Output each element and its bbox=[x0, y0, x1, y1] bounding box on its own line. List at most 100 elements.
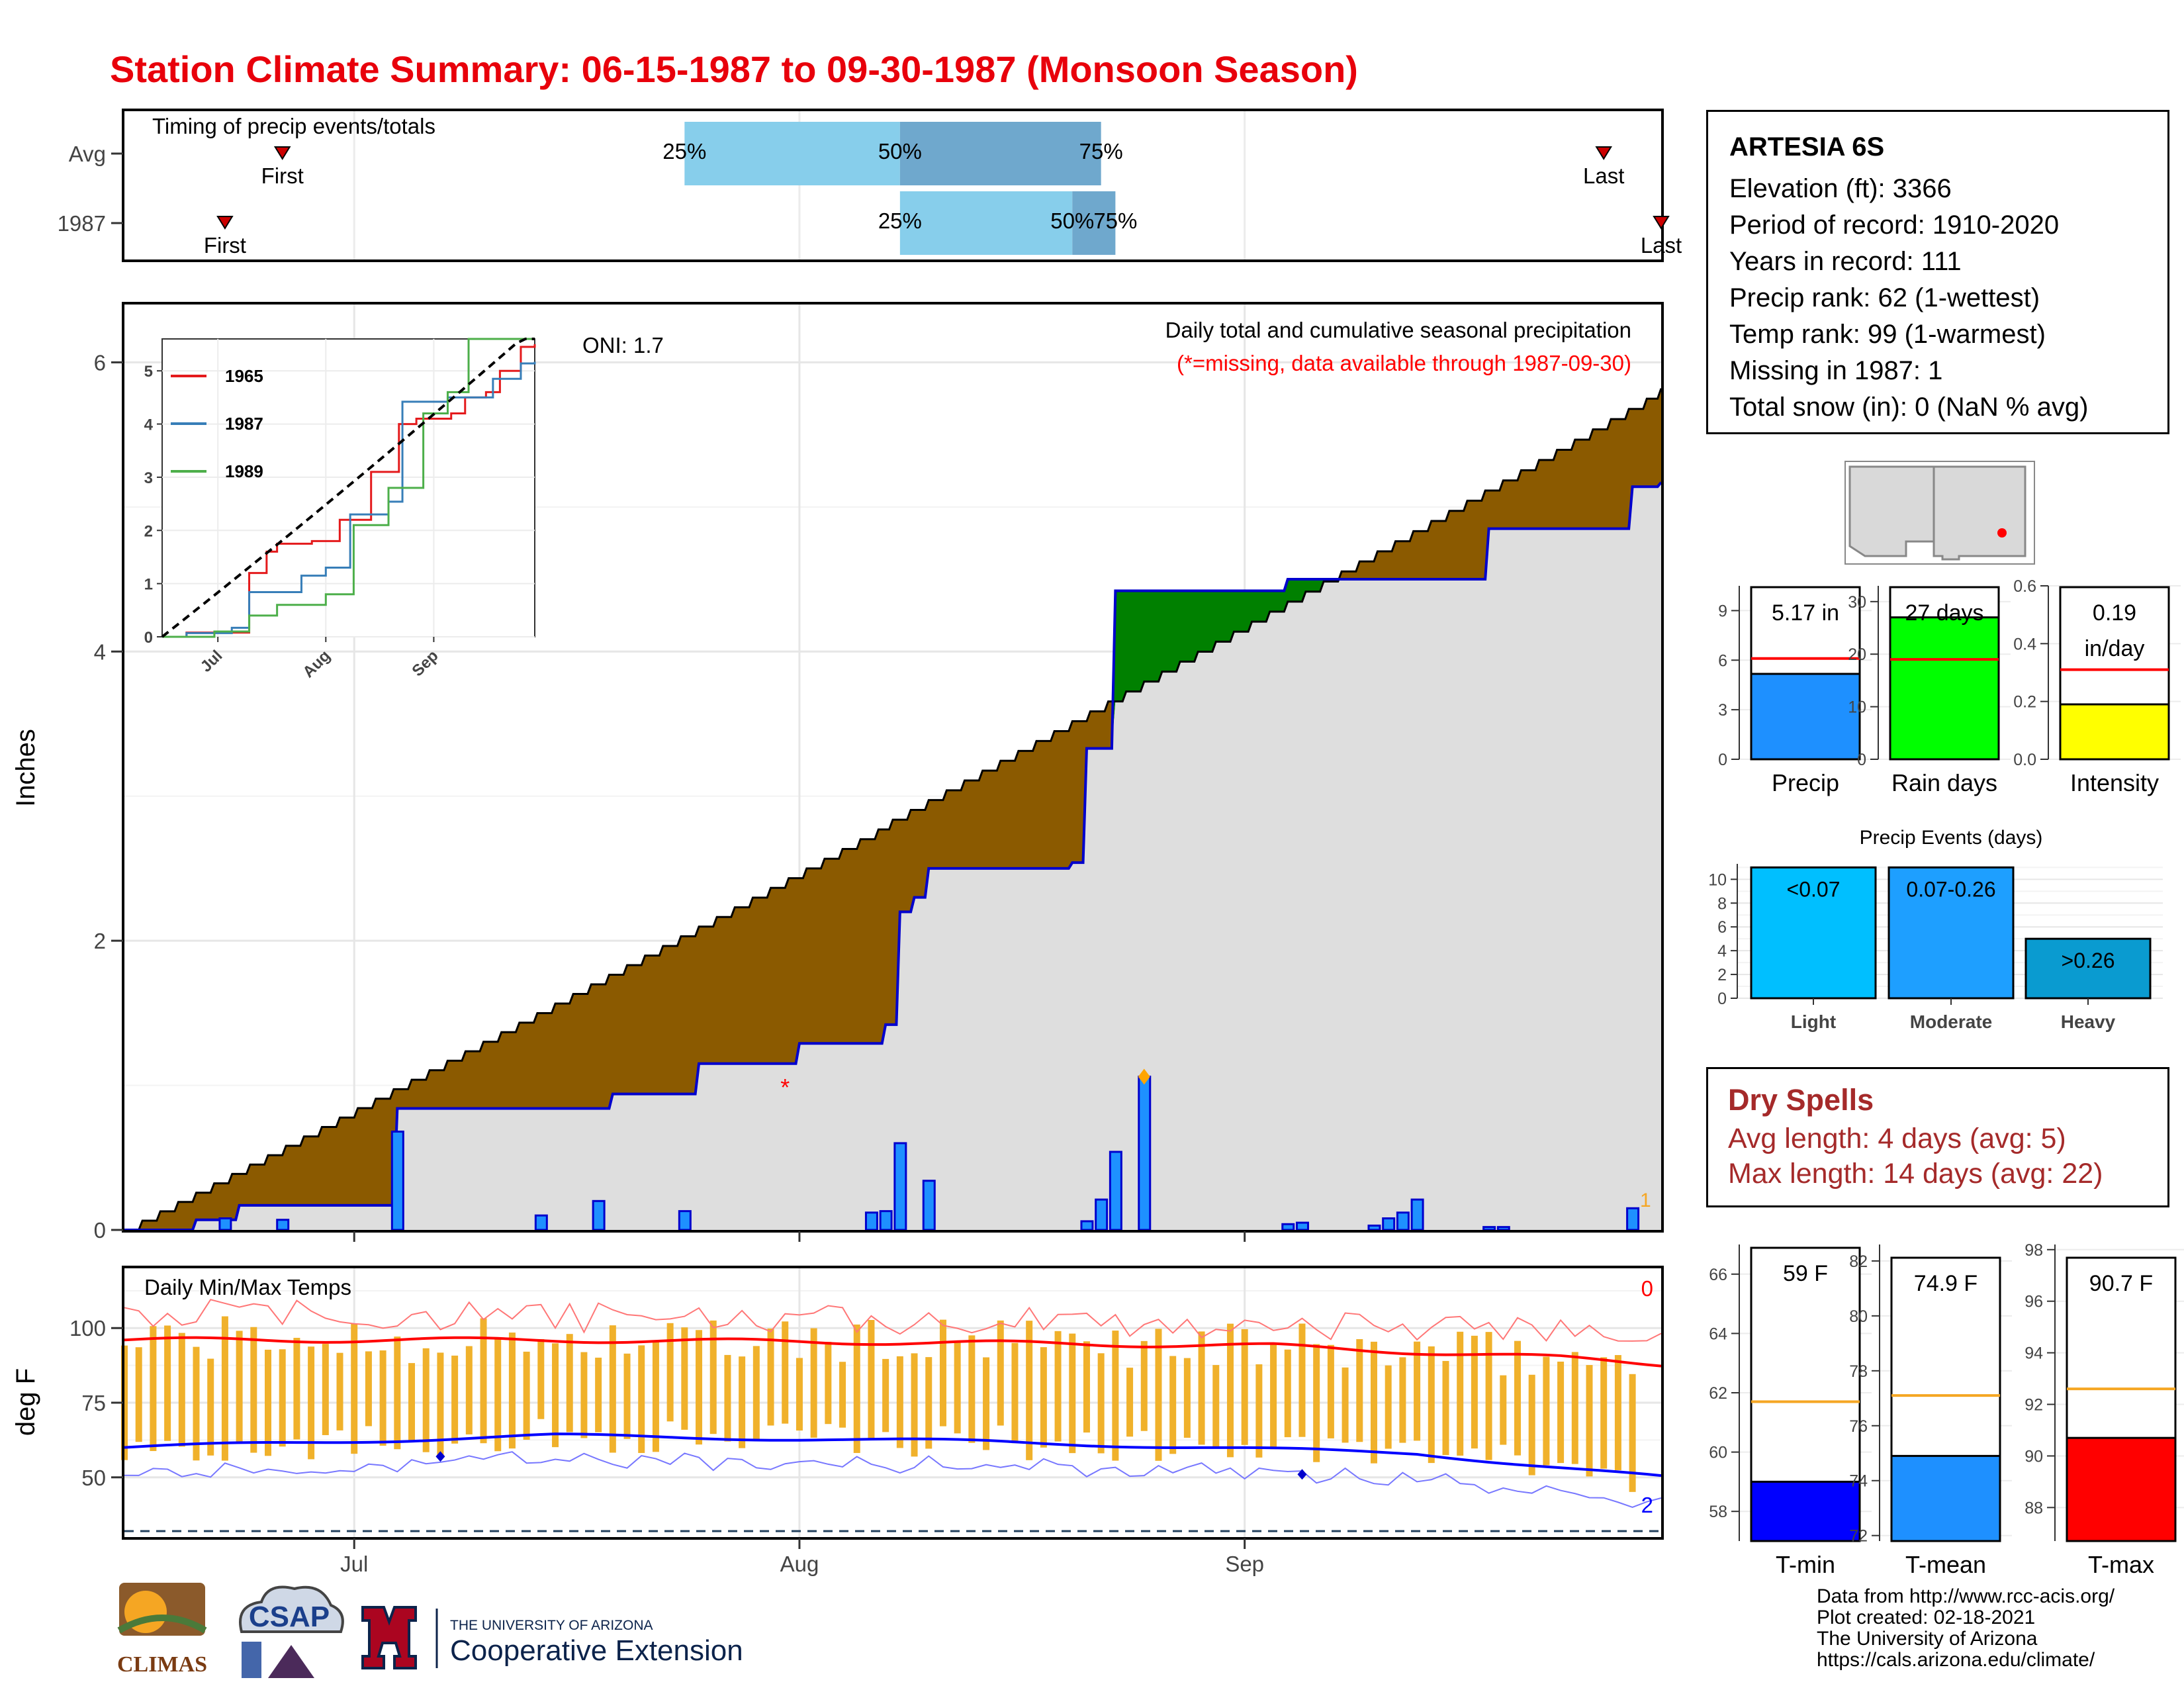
temps-daily-range-bar bbox=[465, 1346, 473, 1434]
precip-normal-line bbox=[124, 388, 1662, 1231]
precip-title: Daily total and cumulative seasonal prec… bbox=[1165, 318, 1631, 342]
precip-daily-bar bbox=[276, 1219, 290, 1231]
temps-daily-range-bar bbox=[494, 1337, 502, 1452]
temps-daily-range-bar bbox=[767, 1328, 774, 1426]
events-category-label: Light bbox=[1791, 1011, 1836, 1032]
panel-value-label: 5.17 in bbox=[1772, 600, 1839, 626]
timing-last-label: Last bbox=[1583, 164, 1624, 188]
panel-name: T-mean bbox=[1905, 1551, 1986, 1578]
summary-bars: 0 3 6 9 5.17 in Precip 0 10 20 30 27 days Rain days… bbox=[1718, 577, 2181, 796]
events-bar bbox=[1750, 866, 1877, 1000]
temps-daily-range-bar bbox=[236, 1331, 243, 1443]
temps-daily-range-bar bbox=[1557, 1361, 1565, 1464]
panel-y-tick-label: 30 bbox=[1848, 593, 1866, 612]
temp-summary-bars: 58 60 62 64 66 59 F T-min 72 74 76 78 80 82 74.9 F T-m… bbox=[1709, 1241, 2184, 1578]
temps-daily-range-bar bbox=[1399, 1357, 1406, 1443]
temps-daily-range-bar bbox=[681, 1327, 688, 1430]
panel-y-tick-label: 9 bbox=[1718, 602, 1727, 620]
location-map bbox=[1844, 461, 2035, 565]
temps-count-min: 2 bbox=[1641, 1493, 1653, 1517]
temps-daily-range-bar bbox=[150, 1326, 157, 1452]
credit-url: https://cals.arizona.edu/climate/ bbox=[1817, 1649, 2095, 1671]
panel-y-tick-label: 96 bbox=[2025, 1293, 2043, 1311]
panel-value-bar bbox=[2059, 703, 2170, 761]
inset-y-tick-label: 2 bbox=[144, 522, 153, 540]
precip-daily-bar bbox=[1382, 1217, 1396, 1231]
precip-daily-bar bbox=[1410, 1198, 1424, 1231]
panel-y-tick-label: 0 bbox=[1718, 751, 1727, 769]
climas-logo: CLIMAS bbox=[106, 1579, 218, 1678]
precip-daily-bar bbox=[1281, 1223, 1295, 1231]
panel-y-tick-label: 3 bbox=[1718, 701, 1727, 720]
temps-daily-range-bar bbox=[1614, 1355, 1621, 1470]
oni-label: ONI: 1.7 bbox=[582, 333, 664, 357]
timing-last-marker bbox=[1653, 216, 1670, 230]
precip-daily-bar bbox=[879, 1210, 893, 1231]
temps-daily-range-bar bbox=[911, 1353, 918, 1457]
station-missing: Missing in 1987: 1 bbox=[1729, 356, 1943, 385]
panel-y-tick-label: 0 bbox=[1857, 751, 1866, 769]
temps-daily-range-bar bbox=[810, 1328, 817, 1438]
precip-daily-bar bbox=[922, 1180, 936, 1231]
station-name: ARTESIA 6S bbox=[1729, 132, 1885, 162]
temps-daily-range-bar bbox=[1054, 1331, 1062, 1442]
temps-daily-range-bar bbox=[1313, 1344, 1320, 1462]
temps-daily-range-bar bbox=[1083, 1341, 1090, 1433]
ua-big-text: Cooperative Extension bbox=[450, 1634, 741, 1667]
panel-value-bar bbox=[1890, 1454, 2001, 1542]
temps-record-max-line bbox=[124, 1299, 1662, 1342]
panel-y-tick-label: 64 bbox=[1709, 1325, 1727, 1343]
inset-series-1965 bbox=[162, 344, 536, 638]
precip-daily-bar bbox=[1138, 1075, 1152, 1231]
precip-y-tick-label: 6 bbox=[94, 350, 106, 375]
inset-legend-label: 1965 bbox=[225, 366, 263, 386]
temps-daily-range-bar bbox=[696, 1330, 703, 1445]
temps-daily-range-bar bbox=[164, 1325, 171, 1441]
temps-normal-max-line bbox=[124, 1336, 1662, 1368]
precip-daily-bar bbox=[1080, 1220, 1094, 1231]
panel-value-bar bbox=[1750, 673, 1861, 761]
ua-extension-logo: THE UNIVERSITY OF ARIZONA Cooperative Ex… bbox=[357, 1602, 743, 1675]
panel-y-tick-label: 20 bbox=[1848, 645, 1866, 664]
timing-last-marker bbox=[1595, 146, 1612, 160]
precip-frame bbox=[122, 302, 1664, 1233]
temps-daily-range-bar bbox=[825, 1342, 832, 1425]
events-y-tick-label: 4 bbox=[1717, 942, 1727, 961]
temps-daily-range-bar bbox=[595, 1357, 602, 1432]
temps-daily-range-bar bbox=[739, 1356, 746, 1448]
temps-daily-range-bar bbox=[1600, 1357, 1608, 1469]
temps-daily-range-bar bbox=[796, 1358, 803, 1431]
events-bar-label: >0.26 bbox=[2062, 949, 2115, 972]
panel-y-tick-label: 90 bbox=[2025, 1447, 2043, 1466]
events-y-tick-label: 8 bbox=[1717, 894, 1727, 913]
precip-daily-bar bbox=[1626, 1207, 1640, 1231]
csap-cloud-icon bbox=[239, 1585, 344, 1633]
csap-mountain-icon bbox=[268, 1645, 314, 1678]
panel-y-tick-label: 80 bbox=[1849, 1307, 1868, 1326]
temps-daily-range-bar bbox=[1198, 1331, 1205, 1445]
panel-y-tick-label: 78 bbox=[1849, 1362, 1868, 1381]
temps-daily-range-bar bbox=[365, 1351, 372, 1427]
temps-daily-range-bar bbox=[1414, 1341, 1421, 1441]
panel-value-label: 27 days bbox=[1905, 600, 1983, 626]
panel-y-tick-label: 0.2 bbox=[2013, 693, 2036, 712]
panel-name: T-min bbox=[1776, 1551, 1835, 1578]
temps-chart: 50 75 100 Jul Aug Sep Daily Min/Max Temps 0 2 deg… bbox=[11, 1266, 1664, 1576]
panel-y-tick-label: 76 bbox=[1849, 1417, 1868, 1436]
temps-daily-range-bar bbox=[638, 1345, 645, 1453]
temps-daily-range-bar bbox=[1471, 1335, 1478, 1449]
panel-name: Rain days bbox=[1891, 769, 1997, 796]
temps-daily-range-bar bbox=[336, 1352, 343, 1430]
temps-daily-range-bar bbox=[1370, 1341, 1377, 1464]
panel-y-tick-label: 0.6 bbox=[2013, 577, 2036, 596]
temps-daily-range-bar bbox=[1385, 1365, 1392, 1449]
temps-daily-range-bar bbox=[193, 1346, 200, 1461]
temps-daily-range-bar bbox=[868, 1320, 875, 1440]
panel-y-tick-label: 66 bbox=[1709, 1266, 1727, 1284]
page-title: Station Climate Summary: 06-15-1987 to 0… bbox=[110, 48, 1358, 90]
timing-first-marker bbox=[273, 146, 291, 160]
temps-daily-range-bar bbox=[221, 1316, 228, 1461]
temps-daily-range-bar bbox=[1571, 1352, 1578, 1464]
panel-y-tick-label: 62 bbox=[1709, 1384, 1727, 1403]
